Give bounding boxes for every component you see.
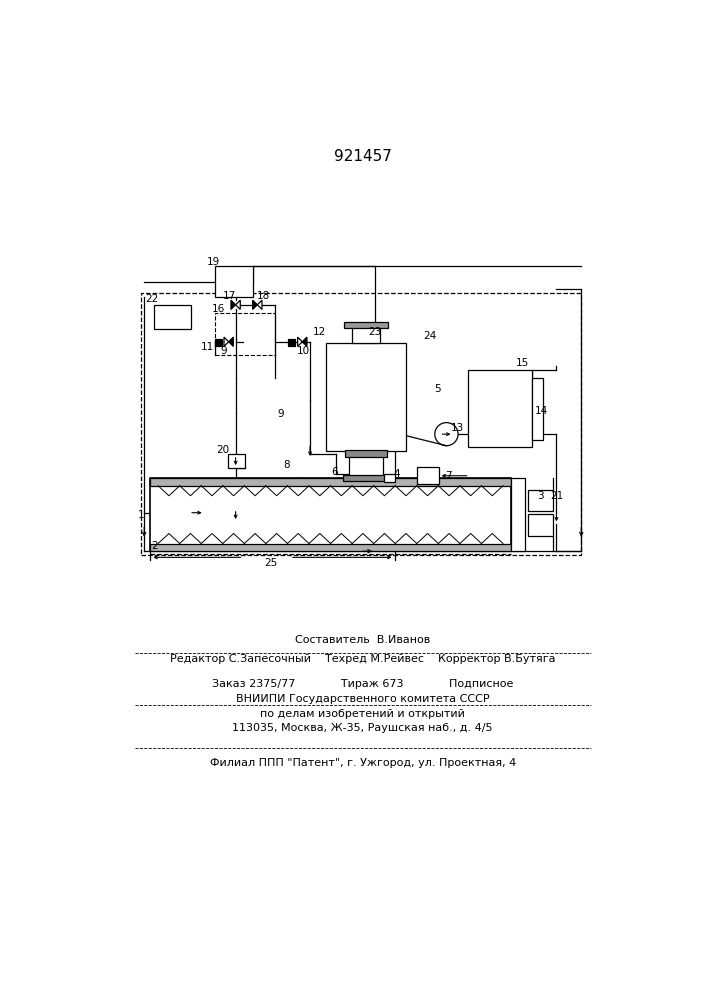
Bar: [385, 474, 395, 482]
Bar: [215, 266, 253, 297]
Bar: [288, 339, 296, 346]
Polygon shape: [252, 300, 257, 309]
Text: 11: 11: [201, 342, 214, 352]
Text: 5: 5: [434, 384, 440, 394]
Text: Редактор С.Запесочный    Техред М.Рейвес    Корректор В.Бутяга: Редактор С.Запесочный Техред М.Рейвес Ко…: [170, 654, 556, 664]
Bar: [215, 339, 222, 346]
Bar: [343, 475, 389, 481]
Bar: [215, 312, 275, 355]
Bar: [228, 454, 245, 468]
Polygon shape: [257, 300, 262, 309]
Text: 7: 7: [445, 471, 451, 481]
Bar: [344, 322, 387, 328]
Polygon shape: [224, 337, 228, 346]
Polygon shape: [303, 337, 307, 346]
Text: 1: 1: [138, 510, 144, 520]
Text: 12: 12: [312, 327, 326, 337]
Polygon shape: [231, 300, 235, 309]
Text: 17: 17: [223, 291, 236, 301]
Text: 3: 3: [537, 491, 544, 501]
Text: 8: 8: [284, 460, 290, 470]
Bar: [151, 478, 510, 551]
Bar: [151, 544, 510, 551]
Bar: [345, 450, 387, 457]
Text: 113035, Москва, Ж-35, Раушская наб., д. 4/5: 113035, Москва, Ж-35, Раушская наб., д. …: [233, 723, 493, 733]
Text: 13: 13: [450, 423, 464, 433]
Text: ВНИИПИ Государственного комитета СССР: ВНИИПИ Государственного комитета СССР: [236, 694, 489, 704]
Text: 22: 22: [146, 294, 158, 304]
Text: 9: 9: [221, 346, 228, 356]
Text: Заказ 2375/77             Тираж 673             Подписное: Заказ 2375/77 Тираж 673 Подписное: [212, 679, 513, 689]
Text: 9: 9: [277, 409, 284, 419]
Bar: [325, 343, 406, 451]
Text: 24: 24: [423, 331, 436, 341]
Text: 921457: 921457: [334, 149, 392, 164]
Text: 25: 25: [264, 558, 277, 568]
Text: 16: 16: [212, 304, 226, 314]
Text: Составитель  В.Иванов: Составитель В.Иванов: [295, 635, 431, 645]
Bar: [532, 378, 542, 440]
Text: 14: 14: [534, 406, 548, 416]
Text: 19: 19: [207, 257, 221, 267]
Bar: [349, 451, 383, 478]
Text: 21: 21: [551, 491, 564, 501]
Text: 2: 2: [152, 541, 158, 551]
Bar: [510, 478, 525, 551]
Bar: [151, 478, 510, 551]
Text: 15: 15: [515, 358, 529, 368]
Bar: [528, 514, 553, 536]
Text: 20: 20: [216, 445, 230, 455]
Text: 4: 4: [394, 469, 400, 479]
Bar: [468, 370, 532, 447]
Text: 18: 18: [257, 291, 270, 301]
Polygon shape: [298, 337, 303, 346]
Bar: [151, 478, 510, 486]
Text: 6: 6: [332, 467, 338, 477]
Text: 23: 23: [368, 327, 382, 337]
Text: по делам изобретений и открытий: по делам изобретений и открытий: [260, 709, 465, 719]
Text: Филиал ППП "Патент", г. Ужгород, ул. Проектная, 4: Филиал ППП "Патент", г. Ужгород, ул. Про…: [209, 758, 516, 768]
Polygon shape: [228, 337, 233, 346]
Bar: [141, 293, 581, 555]
Text: 10: 10: [297, 346, 310, 356]
Bar: [352, 326, 380, 343]
Bar: [154, 305, 192, 329]
Bar: [528, 490, 553, 511]
Bar: [417, 467, 438, 484]
Polygon shape: [235, 300, 240, 309]
